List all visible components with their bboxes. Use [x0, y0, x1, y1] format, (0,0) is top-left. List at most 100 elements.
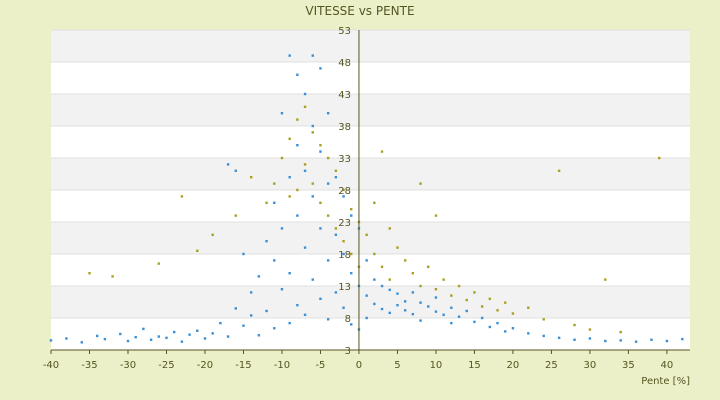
data-point — [303, 169, 307, 172]
x-tick-label: -35 — [81, 360, 97, 371]
data-point — [342, 240, 345, 243]
data-point — [419, 182, 422, 185]
data-point — [311, 124, 314, 128]
data-point — [326, 214, 330, 217]
y-tick-label: 53 — [338, 26, 351, 37]
data-point — [588, 328, 592, 331]
data-point — [326, 112, 330, 115]
data-point — [450, 306, 453, 309]
data-point — [257, 275, 261, 278]
data-point — [342, 195, 345, 198]
data-point — [303, 313, 307, 316]
data-point — [311, 278, 314, 281]
data-point — [557, 169, 561, 172]
grid-band — [51, 286, 690, 318]
grid-band — [51, 222, 690, 254]
data-point — [111, 275, 114, 278]
data-point — [334, 169, 338, 172]
y-tick-label: 48 — [338, 58, 351, 69]
data-point — [95, 334, 99, 338]
data-point — [234, 214, 237, 217]
data-point — [380, 284, 384, 288]
data-point — [296, 214, 299, 217]
data-point — [80, 341, 83, 344]
chart-title: VITESSE vs PENTE — [305, 4, 415, 18]
data-point — [396, 304, 399, 307]
data-point — [288, 54, 291, 57]
data-point — [296, 73, 299, 76]
data-point — [634, 340, 638, 343]
data-point — [411, 272, 415, 275]
data-point — [350, 214, 353, 217]
data-point — [365, 259, 368, 262]
data-point — [380, 265, 384, 268]
data-point — [234, 307, 237, 310]
data-point — [288, 137, 291, 140]
data-point — [280, 156, 284, 160]
data-point — [604, 339, 607, 343]
data-point — [365, 294, 368, 297]
data-point — [473, 291, 476, 294]
data-point — [373, 302, 376, 306]
data-point — [388, 288, 391, 292]
data-point — [180, 340, 184, 343]
y-tick-label: 3 — [345, 346, 351, 357]
data-point — [165, 336, 168, 340]
data-point — [588, 337, 592, 340]
data-point — [296, 118, 299, 121]
data-point — [157, 262, 160, 265]
x-tick-label: 15 — [468, 360, 481, 371]
data-point — [288, 321, 291, 325]
y-tick-label: 38 — [338, 122, 351, 133]
data-point — [542, 318, 545, 321]
data-point — [242, 324, 245, 327]
data-point — [326, 259, 330, 262]
data-point — [288, 176, 291, 179]
data-point — [350, 272, 353, 275]
data-point — [527, 332, 530, 335]
x-tick-label: -40 — [43, 360, 59, 371]
data-point — [488, 325, 492, 329]
x-tick-label: 5 — [394, 360, 400, 371]
data-point — [296, 144, 299, 147]
data-point — [172, 330, 176, 334]
data-point — [619, 339, 622, 342]
y-tick-label: 13 — [338, 282, 351, 293]
data-point — [511, 327, 515, 330]
data-point — [350, 252, 353, 256]
grid-band — [51, 158, 690, 190]
data-point — [681, 337, 684, 341]
data-point — [380, 307, 384, 311]
data-point — [542, 334, 545, 338]
data-point — [211, 332, 214, 335]
x-tick-label: -5 — [315, 360, 325, 371]
data-point — [326, 156, 330, 160]
data-point — [396, 292, 399, 295]
data-point — [403, 259, 407, 262]
data-point — [365, 233, 368, 236]
x-tick-label: 40 — [661, 360, 674, 371]
data-point — [496, 309, 499, 312]
data-point — [350, 208, 353, 211]
data-point — [434, 288, 438, 291]
data-point — [273, 327, 276, 330]
data-point — [665, 339, 669, 343]
data-point — [319, 201, 322, 204]
data-point — [265, 201, 268, 204]
data-point — [149, 338, 153, 341]
data-point — [334, 176, 338, 179]
y-tick-label: 28 — [338, 186, 351, 197]
y-tick-label: 43 — [338, 90, 351, 101]
data-point — [311, 182, 314, 185]
axes — [51, 30, 690, 351]
data-point — [303, 163, 307, 166]
data-point — [480, 316, 484, 320]
data-point — [326, 182, 330, 185]
data-point — [319, 227, 322, 230]
data-point — [311, 131, 314, 134]
data-point — [342, 188, 345, 192]
data-point — [280, 227, 284, 230]
